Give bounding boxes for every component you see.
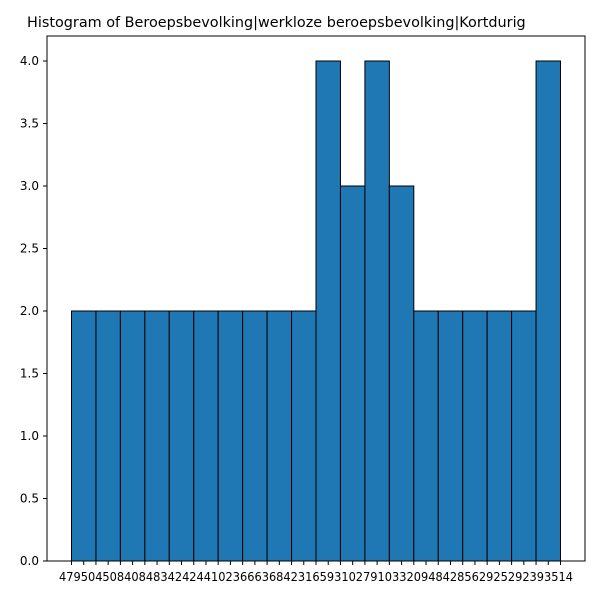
histogram-bar: [315, 60, 341, 562]
y-tick-label: 0.0: [20, 554, 39, 568]
histogram-bar: [193, 310, 219, 562]
histogram-bar: [437, 310, 464, 562]
plot-frame: [46, 35, 586, 562]
histogram-bar: [95, 310, 121, 562]
histogram-bar: [486, 310, 513, 562]
histogram-bar: [119, 310, 146, 562]
histogram-bar: [266, 310, 293, 562]
histogram-bar: [511, 310, 537, 562]
histogram-bar: [413, 310, 439, 562]
y-tick-label: 4.0: [20, 54, 39, 68]
histogram-bar: [168, 310, 195, 562]
histogram-bar: [339, 185, 366, 562]
y-tick-label: 3.5: [20, 117, 39, 131]
histogram-bar: [364, 60, 390, 562]
y-tick-label: 1.5: [20, 367, 39, 381]
histogram-bar: [71, 310, 97, 562]
histogram-bar: [242, 310, 268, 562]
y-tick-label: 3.0: [20, 179, 39, 193]
bars-group: [71, 60, 561, 562]
histogram-bar: [291, 310, 317, 562]
histogram-bar: [217, 310, 244, 562]
y-tick-label: 2.0: [20, 304, 39, 318]
histogram-bar: [388, 185, 415, 562]
chart-title: Histogram of Beroepsbevolking|werkloze b…: [27, 15, 526, 31]
x-tick-labels: 4795045084084834242441023666368423165931…: [59, 570, 573, 584]
y-tick-label: 2.5: [20, 242, 39, 256]
y-axis: 0.0 0.5 1.0 1.5 2.0 2.5 3.0 3.5 4.0: [20, 54, 47, 568]
x-axis: 4795045084084834242441023666368423165931…: [59, 561, 573, 584]
histogram-bar: [144, 310, 170, 562]
histogram-bar: [462, 310, 488, 562]
y-tick-label: 1.0: [20, 429, 39, 443]
y-tick-label: 0.5: [20, 492, 39, 506]
histogram-bar: [535, 60, 561, 562]
